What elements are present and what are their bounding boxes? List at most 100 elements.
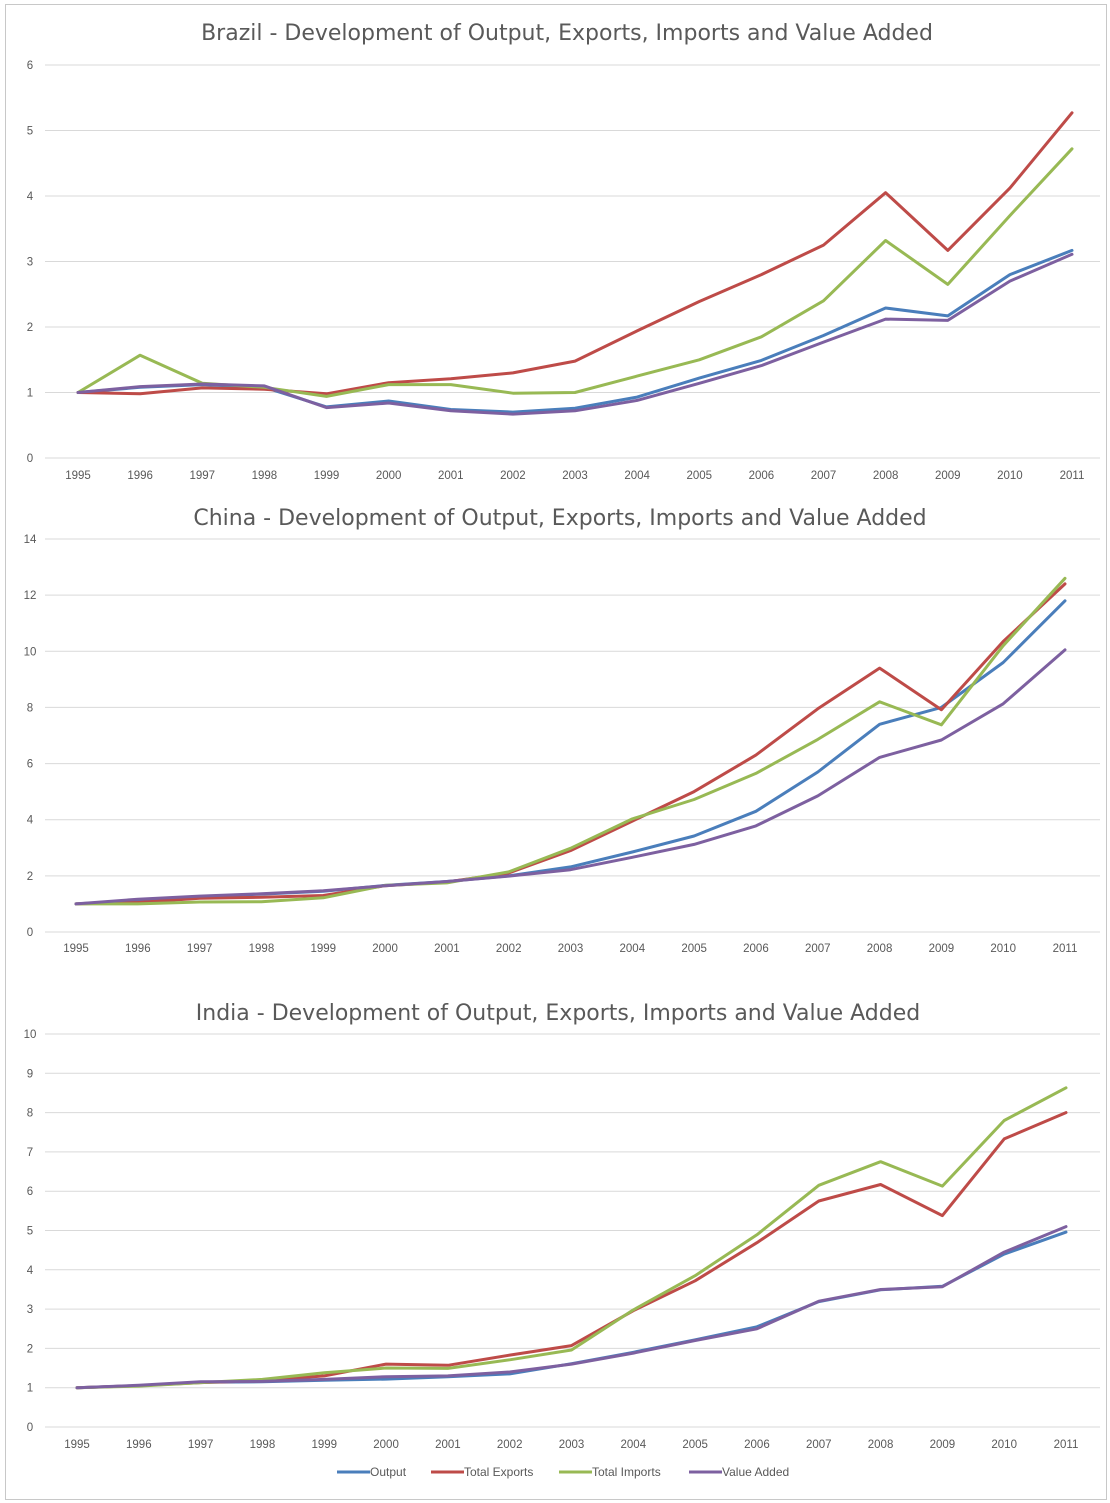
y-tick-label: 6 <box>27 759 33 771</box>
x-tick-label: 2002 <box>496 943 522 955</box>
series-line-total-exports <box>74 582 1067 906</box>
x-tick-label: 1998 <box>250 1439 276 1451</box>
chart-title: India - Development of Output, Exports, … <box>196 1001 920 1026</box>
y-tick-label: 5 <box>27 1226 33 1238</box>
x-tick-label: 1996 <box>127 470 153 482</box>
x-tick-label: 2005 <box>686 470 712 482</box>
x-tick-label: 1999 <box>311 1439 337 1451</box>
x-tick-label: 2000 <box>372 943 398 955</box>
x-tick-label: 2004 <box>624 470 650 482</box>
x-tick-label: 1999 <box>310 943 336 955</box>
x-tick-label: 1997 <box>187 943 213 955</box>
y-tick-label: 9 <box>27 1068 33 1080</box>
y-tick-label: 10 <box>24 1029 37 1041</box>
series-line-output <box>74 599 1067 906</box>
y-tick-label: 1 <box>27 388 33 400</box>
x-tick-label: 1997 <box>188 1439 214 1451</box>
y-tick-label: 0 <box>27 927 33 939</box>
x-tick-label: 2003 <box>562 470 588 482</box>
y-tick-label: 3 <box>27 257 33 269</box>
y-tick-label: 14 <box>24 534 37 546</box>
y-tick-label: 10 <box>24 646 37 658</box>
x-tick-label: 2004 <box>621 1439 647 1451</box>
series-line-total-exports <box>75 1111 1068 1390</box>
x-tick-label: 2011 <box>1054 1439 1079 1451</box>
chart-title: China - Development of Output, Exports, … <box>193 506 926 531</box>
y-tick-label: 7 <box>27 1147 33 1159</box>
x-tick-label: 2008 <box>873 470 899 482</box>
series-line-value-added <box>75 1225 1068 1390</box>
series-line-total-imports <box>74 576 1067 906</box>
x-tick-label: 1995 <box>65 470 91 482</box>
y-tick-label: 4 <box>27 191 34 203</box>
x-tick-label: 2002 <box>500 470 526 482</box>
x-tick-label: 2008 <box>868 1439 894 1451</box>
y-tick-label: 8 <box>27 1108 33 1120</box>
x-tick-label: 2008 <box>867 943 893 955</box>
y-tick-label: 4 <box>27 1265 34 1277</box>
x-tick-label: 2011 <box>1060 470 1085 482</box>
x-tick-label: 2002 <box>497 1439 523 1451</box>
y-tick-label: 1 <box>27 1383 33 1395</box>
x-tick-label: 2010 <box>997 470 1023 482</box>
x-tick-label: 2010 <box>990 943 1016 955</box>
series-line-total-imports <box>75 1086 1068 1390</box>
y-tick-label: 6 <box>27 1186 33 1198</box>
x-tick-label: 2001 <box>435 1439 461 1451</box>
x-tick-label: 2009 <box>935 470 961 482</box>
x-tick-label: 2001 <box>438 470 464 482</box>
india-chart: India - Development of Output, Exports, … <box>24 1001 1100 1451</box>
series-line-value-added <box>74 648 1067 906</box>
x-tick-label: 2009 <box>929 943 955 955</box>
x-tick-label: 2003 <box>559 1439 585 1451</box>
x-tick-label: 1998 <box>249 943 275 955</box>
x-tick-label: 2001 <box>434 943 460 955</box>
x-tick-label: 1996 <box>126 1439 152 1451</box>
y-tick-label: 5 <box>27 126 33 138</box>
y-tick-label: 0 <box>27 453 33 465</box>
y-tick-label: 4 <box>27 815 34 827</box>
china-chart: China - Development of Output, Exports, … <box>24 506 1100 955</box>
brazil-chart: Brazil - Development of Output, Exports,… <box>27 21 1100 482</box>
x-tick-label: 2009 <box>930 1439 956 1451</box>
legend-label-value-added: Value Added <box>722 1465 789 1479</box>
x-tick-label: 2004 <box>620 943 646 955</box>
y-tick-label: 2 <box>27 1343 33 1355</box>
x-tick-label: 2000 <box>373 1439 399 1451</box>
series-line-value-added <box>76 252 1074 416</box>
y-tick-label: 6 <box>27 60 33 72</box>
series-line-total-imports <box>76 147 1074 398</box>
x-tick-label: 2006 <box>749 470 775 482</box>
x-tick-label: 1995 <box>63 943 89 955</box>
series-line-total-exports <box>76 111 1074 396</box>
x-tick-label: 1996 <box>125 943 151 955</box>
y-tick-label: 0 <box>27 1422 33 1434</box>
legend: Output Total Exports Total Imports Value Ad… <box>337 1465 789 1479</box>
legend-label-total-imports: Total Imports <box>592 1465 661 1479</box>
y-tick-label: 12 <box>24 590 37 602</box>
x-tick-label: 2000 <box>376 470 402 482</box>
y-tick-label: 2 <box>27 322 33 334</box>
x-tick-label: 1997 <box>189 470 215 482</box>
x-tick-label: 2003 <box>558 943 584 955</box>
y-tick-label: 8 <box>27 702 33 714</box>
x-tick-label: 1999 <box>314 470 340 482</box>
legend-label-total-exports: Total Exports <box>464 1465 533 1479</box>
x-tick-label: 2006 <box>743 943 769 955</box>
x-tick-label: 2005 <box>682 1439 708 1451</box>
x-tick-label: 2007 <box>811 470 837 482</box>
chart-title: Brazil - Development of Output, Exports,… <box>201 21 933 46</box>
x-tick-label: 2007 <box>806 1439 832 1451</box>
x-tick-label: 2005 <box>681 943 707 955</box>
x-tick-label: 2006 <box>744 1439 770 1451</box>
y-tick-label: 3 <box>27 1304 33 1316</box>
x-tick-label: 2010 <box>991 1439 1017 1451</box>
x-tick-label: 1995 <box>64 1439 90 1451</box>
x-tick-label: 2011 <box>1053 943 1078 955</box>
x-tick-label: 2007 <box>805 943 831 955</box>
chart-figure <box>5 4 1107 1500</box>
y-tick-label: 2 <box>27 871 33 883</box>
x-tick-label: 1998 <box>252 470 278 482</box>
legend-label-output: Output <box>370 1465 407 1479</box>
